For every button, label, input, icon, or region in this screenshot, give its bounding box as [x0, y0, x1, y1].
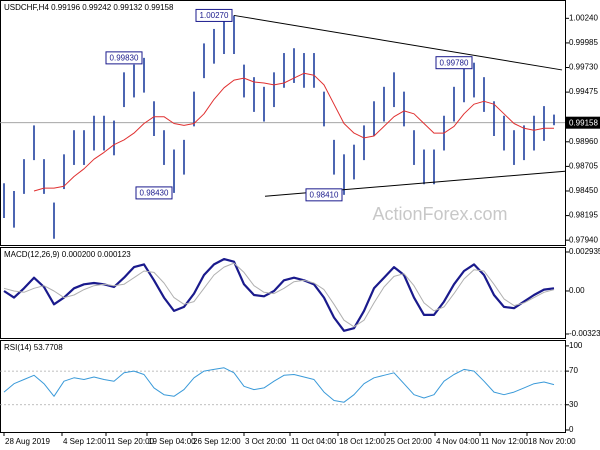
x-tick-label: 11 Oct 04:00 — [291, 437, 337, 446]
y-tick-label: 0.99475 — [569, 87, 598, 96]
x-tick-label: 28 Aug 2019 — [5, 437, 50, 446]
x-tick-label: 11 Sep 20:00 — [107, 437, 155, 446]
y-tick-label: 100 — [569, 341, 583, 350]
macd-line — [3, 258, 555, 332]
annotation-box — [105, 51, 143, 65]
x-tick-label: 4 Nov 04:00 — [436, 437, 480, 446]
y-tick-label: 0.002935 — [569, 247, 600, 256]
y-tick-label: 30 — [569, 400, 578, 409]
annotation-box — [435, 56, 473, 70]
rsi-line — [3, 367, 555, 403]
y-tick-label: 0 — [569, 425, 574, 434]
annotation-box — [195, 8, 233, 22]
y-tick-label: 0.98195 — [569, 211, 598, 220]
annotation-label: 0.98410 — [310, 190, 339, 199]
y-tick-label: 0.98960 — [569, 137, 598, 146]
panel-frame — [0, 340, 566, 433]
annotation-box — [135, 186, 173, 200]
last-price-label: 0.99158 — [569, 118, 598, 127]
x-tick-label: 26 Sep 12:00 — [193, 437, 241, 446]
y-tick-label: 0.00 — [569, 286, 585, 295]
panel-title: MACD(12,26,9) 0.000200 0.000123 — [4, 250, 131, 259]
signal-line — [3, 262, 555, 328]
annotation-label: 1.00270 — [200, 11, 229, 20]
annotation-label: 0.99830 — [110, 53, 139, 62]
annotation-box — [305, 188, 343, 202]
last-price-box — [566, 116, 600, 129]
x-tick-label: 11 Nov 12:00 — [481, 437, 529, 446]
panel-title: USDCHF,H4 0.99196 0.99242 0.99132 0.9915… — [4, 3, 174, 12]
y-tick-label: 0.98450 — [569, 186, 598, 195]
y-tick-label: 70 — [569, 366, 578, 375]
y-tick-label: 1.00240 — [569, 13, 598, 22]
y-tick-label: 0.97940 — [569, 235, 598, 244]
y-tick-label: 0.99730 — [569, 63, 598, 72]
x-tick-label: 19 Sep 04:00 — [148, 437, 196, 446]
panel-frame — [0, 247, 566, 339]
x-tick-label: 25 Oct 20:00 — [386, 437, 432, 446]
x-tick-label: 4 Sep 12:00 — [63, 437, 107, 446]
annotation-label: 0.98430 — [140, 189, 169, 198]
x-tick-label: 18 Nov 20:00 — [528, 437, 576, 446]
annotation-label: 0.99780 — [440, 58, 469, 67]
y-tick-label: 0.99985 — [569, 38, 598, 47]
watermark: ActionForex.com — [372, 204, 507, 224]
panel-title: RSI(14) 53.7708 — [4, 343, 63, 352]
x-tick-label: 18 Oct 12:00 — [339, 437, 385, 446]
trendline — [233, 14, 563, 71]
moving-average — [33, 72, 554, 192]
y-tick-label: 0.98705 — [569, 161, 598, 170]
x-tick-label: 3 Oct 20:00 — [245, 437, 287, 446]
y-tick-label: -0.003238 — [569, 329, 600, 338]
